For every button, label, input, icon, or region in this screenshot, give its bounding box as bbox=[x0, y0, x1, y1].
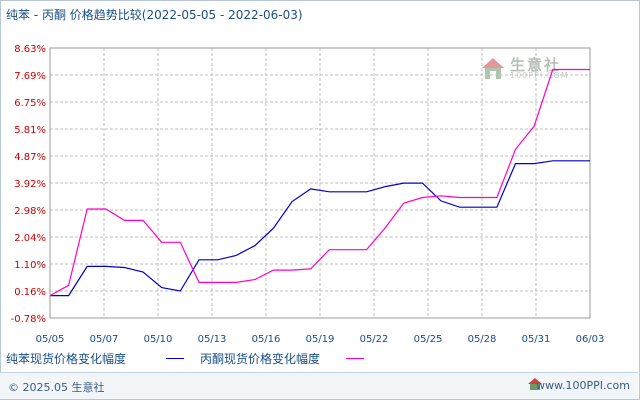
x-tick-label: 05/25 bbox=[414, 334, 443, 345]
x-tick-label: 05/16 bbox=[252, 334, 281, 345]
x-tick-label: 05/10 bbox=[144, 334, 173, 345]
footer: © 2025.05 生意社 www.100PPI.com bbox=[0, 372, 638, 399]
watermark-name: 生意社 bbox=[510, 56, 562, 74]
watermark-url: 100PPI.COM bbox=[510, 71, 569, 80]
series-lines bbox=[49, 68, 590, 297]
legend-label-series-1: 纯苯现货价格变化幅度 bbox=[6, 352, 127, 366]
legend-item-series-2: 丙酮现货价格变化幅度 bbox=[200, 350, 364, 367]
x-axis-labels: 05/05 05/07 05/10 05/13 05/16 05/19 05/22 05/25… bbox=[36, 334, 605, 345]
y-tick-label: 0.16% bbox=[14, 287, 46, 298]
series-line-2 bbox=[49, 68, 590, 297]
x-tick-label: 05/22 bbox=[360, 334, 389, 345]
site-link[interactable]: www.100PPI.com bbox=[536, 379, 630, 392]
y-tick-label: 7.69% bbox=[14, 71, 46, 82]
x-tick-label: 05/28 bbox=[468, 334, 497, 345]
y-tick-label: 1.10% bbox=[14, 260, 46, 271]
grid bbox=[49, 47, 591, 319]
y-tick-label: -0.78% bbox=[11, 314, 46, 325]
series-line-1 bbox=[50, 160, 590, 297]
site-logo-icon bbox=[528, 378, 542, 390]
legend-item-series-1: 纯苯现货价格变化幅度 bbox=[6, 350, 184, 367]
chart-title: 纯苯 - 丙酮 价格趋势比较(2022-05-05 - 2022-06-03) bbox=[6, 8, 303, 22]
legend-swatch-series-1 bbox=[166, 358, 184, 359]
x-tick-label: 05/31 bbox=[522, 334, 551, 345]
y-tick-label: 4.87% bbox=[14, 152, 46, 163]
x-tick-label: 05/05 bbox=[36, 334, 65, 345]
x-tick-label: 06/03 bbox=[576, 334, 605, 345]
y-tick-label: 6.75% bbox=[14, 98, 46, 109]
y-tick-label: 3.92% bbox=[14, 179, 46, 190]
y-axis-labels: 8.63% 7.69% 6.75% 5.81% 4.87% 3.92% 2.98% 2.04%… bbox=[11, 44, 46, 325]
legend-label-series-2: 丙酮现货价格变化幅度 bbox=[200, 352, 321, 366]
y-tick-label: 2.04% bbox=[14, 233, 46, 244]
y-tick-label: 8.63% bbox=[14, 44, 46, 55]
x-tick-label: 05/13 bbox=[198, 334, 227, 345]
plot-border bbox=[49, 47, 591, 319]
y-tick-label: 2.98% bbox=[14, 206, 46, 217]
x-tick-label: 05/19 bbox=[306, 334, 335, 345]
copyright-text: © 2025.05 生意社 bbox=[8, 381, 105, 394]
x-tick-label: 05/07 bbox=[90, 334, 119, 345]
y-tick-label: 5.81% bbox=[14, 125, 46, 136]
legend-swatch-series-2 bbox=[346, 358, 364, 359]
